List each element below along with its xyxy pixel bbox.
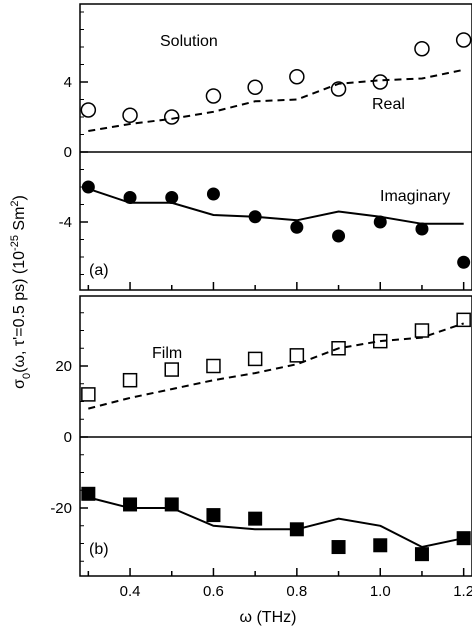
xtick-label: 0.4 (120, 583, 141, 600)
panel-b-real-marker (456, 312, 471, 328)
panel-b-real-fit-line (88, 322, 465, 410)
panel-a-imaginary-marker (457, 255, 471, 269)
panel-b-real-marker (206, 358, 221, 374)
xtick-label: 0.8 (286, 583, 307, 600)
panel-b-ytick-label: 0 (64, 429, 72, 446)
panel-a-ytick-label: 0 (64, 144, 72, 161)
panel-b-imaginary-marker (373, 538, 388, 553)
panel-a-real-marker (80, 102, 97, 118)
panel-a-imaginary-marker (165, 191, 179, 204)
panel-a-real-marker (205, 88, 222, 104)
xtick-label: 0.6 (203, 583, 224, 600)
panel-b-imaginary-marker (206, 508, 221, 523)
panel-b-title: Film (152, 345, 182, 362)
panel-a-real-marker (247, 79, 263, 95)
x-axis-title: ω (THz) (240, 609, 297, 626)
panel-a-imaginary-marker (206, 187, 220, 201)
panel-b-real-marker (247, 351, 263, 367)
panel-a-title: Solution (160, 33, 218, 50)
panel-b-real-marker (289, 348, 305, 363)
panel-a-imaginary-marker (332, 229, 346, 243)
panel-a-real-annotation: Real (372, 96, 405, 113)
panel-b-label: (b) (89, 541, 109, 558)
panel-a-real-marker (289, 69, 305, 85)
panel-a-frame (79, 3, 472, 291)
panel-a-real-marker (455, 32, 472, 48)
panel-a-imaginary-annotation: Imaginary (380, 188, 450, 205)
panel-b-ytick-label: 20 (55, 358, 72, 375)
panel-a-real-marker (163, 109, 180, 125)
panel-a-imaginary-marker (415, 222, 429, 236)
panel-a-label: (a) (89, 262, 109, 279)
panel-b-real-marker (164, 362, 179, 377)
panel-a-imaginary-marker (290, 220, 304, 234)
panel-a-ytick-label: 4 (64, 74, 72, 91)
panel-a-real-marker (414, 41, 430, 57)
y-axis-title: σ0(ω, τ'=0.5 ps) (10-25 Sm2) (9, 195, 33, 389)
panel-b-real-marker (414, 323, 430, 338)
axis-ticks: -4 0 4 -20 0 20 0.4 0.6 0.8 1.0 1.2 (50, 11, 472, 600)
xtick-label: 1.0 (370, 583, 391, 600)
xtick-label: 1.2 (453, 583, 472, 600)
panel-a-plot (80, 32, 472, 269)
panel-a-real-marker (122, 107, 138, 123)
panel-b-ytick-label: -20 (50, 500, 72, 517)
panel-b-imaginary-fit-line (88, 496, 464, 549)
panel-b-real-marker (122, 372, 138, 388)
panel-a-imaginary-fit-line (87, 187, 464, 225)
panel-b-imaginary-marker (331, 540, 346, 555)
panel-a-real-marker (372, 74, 389, 90)
panel-a-imaginary-marker (373, 215, 387, 229)
panel-a-real-fit-line (88, 68, 464, 132)
panel-b-real-marker (81, 387, 96, 402)
panel-a-ytick-label: -4 (59, 214, 72, 231)
panel-b-imaginary-marker (123, 497, 138, 512)
panel-b-frame (79, 295, 472, 577)
panel-b-imaginary-marker (248, 511, 263, 526)
panel-b-plot (81, 312, 471, 562)
panel-b-imaginary-marker (414, 547, 429, 562)
